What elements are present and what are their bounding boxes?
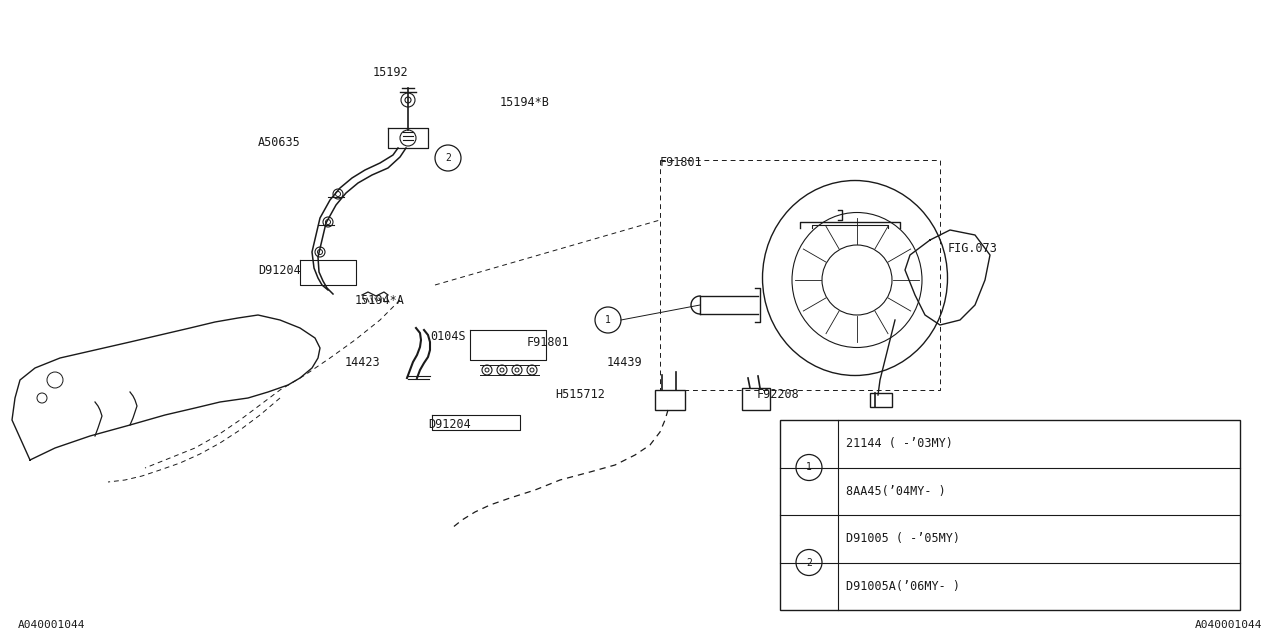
Text: 8AA45(’04MY- ): 8AA45(’04MY- ) <box>846 484 946 498</box>
Text: D91204: D91204 <box>259 264 301 276</box>
Text: 15194*B: 15194*B <box>500 95 550 109</box>
Text: A50635: A50635 <box>259 136 301 150</box>
Text: 21144 ( -’03MY): 21144 ( -’03MY) <box>846 437 952 451</box>
Text: A040001044: A040001044 <box>1194 620 1262 630</box>
Text: F91801: F91801 <box>660 156 703 168</box>
Text: F92208: F92208 <box>756 388 800 401</box>
Text: 14439: 14439 <box>607 355 643 369</box>
Bar <box>742 388 771 410</box>
Text: FIG.073: FIG.073 <box>948 241 998 255</box>
Text: 15192: 15192 <box>372 65 408 79</box>
Text: D91204: D91204 <box>428 419 471 431</box>
Bar <box>780 420 1240 610</box>
Text: A040001044: A040001044 <box>18 620 86 630</box>
Text: 14423: 14423 <box>346 355 380 369</box>
Text: 2: 2 <box>806 557 812 568</box>
Text: D91005A(’06MY- ): D91005A(’06MY- ) <box>846 580 960 593</box>
Bar <box>870 393 892 407</box>
Text: 1: 1 <box>605 315 611 325</box>
Text: 0104S: 0104S <box>430 330 466 344</box>
Text: 1: 1 <box>806 463 812 472</box>
Text: D91005 ( -’05MY): D91005 ( -’05MY) <box>846 532 960 545</box>
Text: 15194*A: 15194*A <box>355 294 404 307</box>
Text: H515712: H515712 <box>556 388 605 401</box>
Bar <box>655 390 685 410</box>
Text: 2: 2 <box>445 153 451 163</box>
Text: F91801: F91801 <box>527 335 570 349</box>
